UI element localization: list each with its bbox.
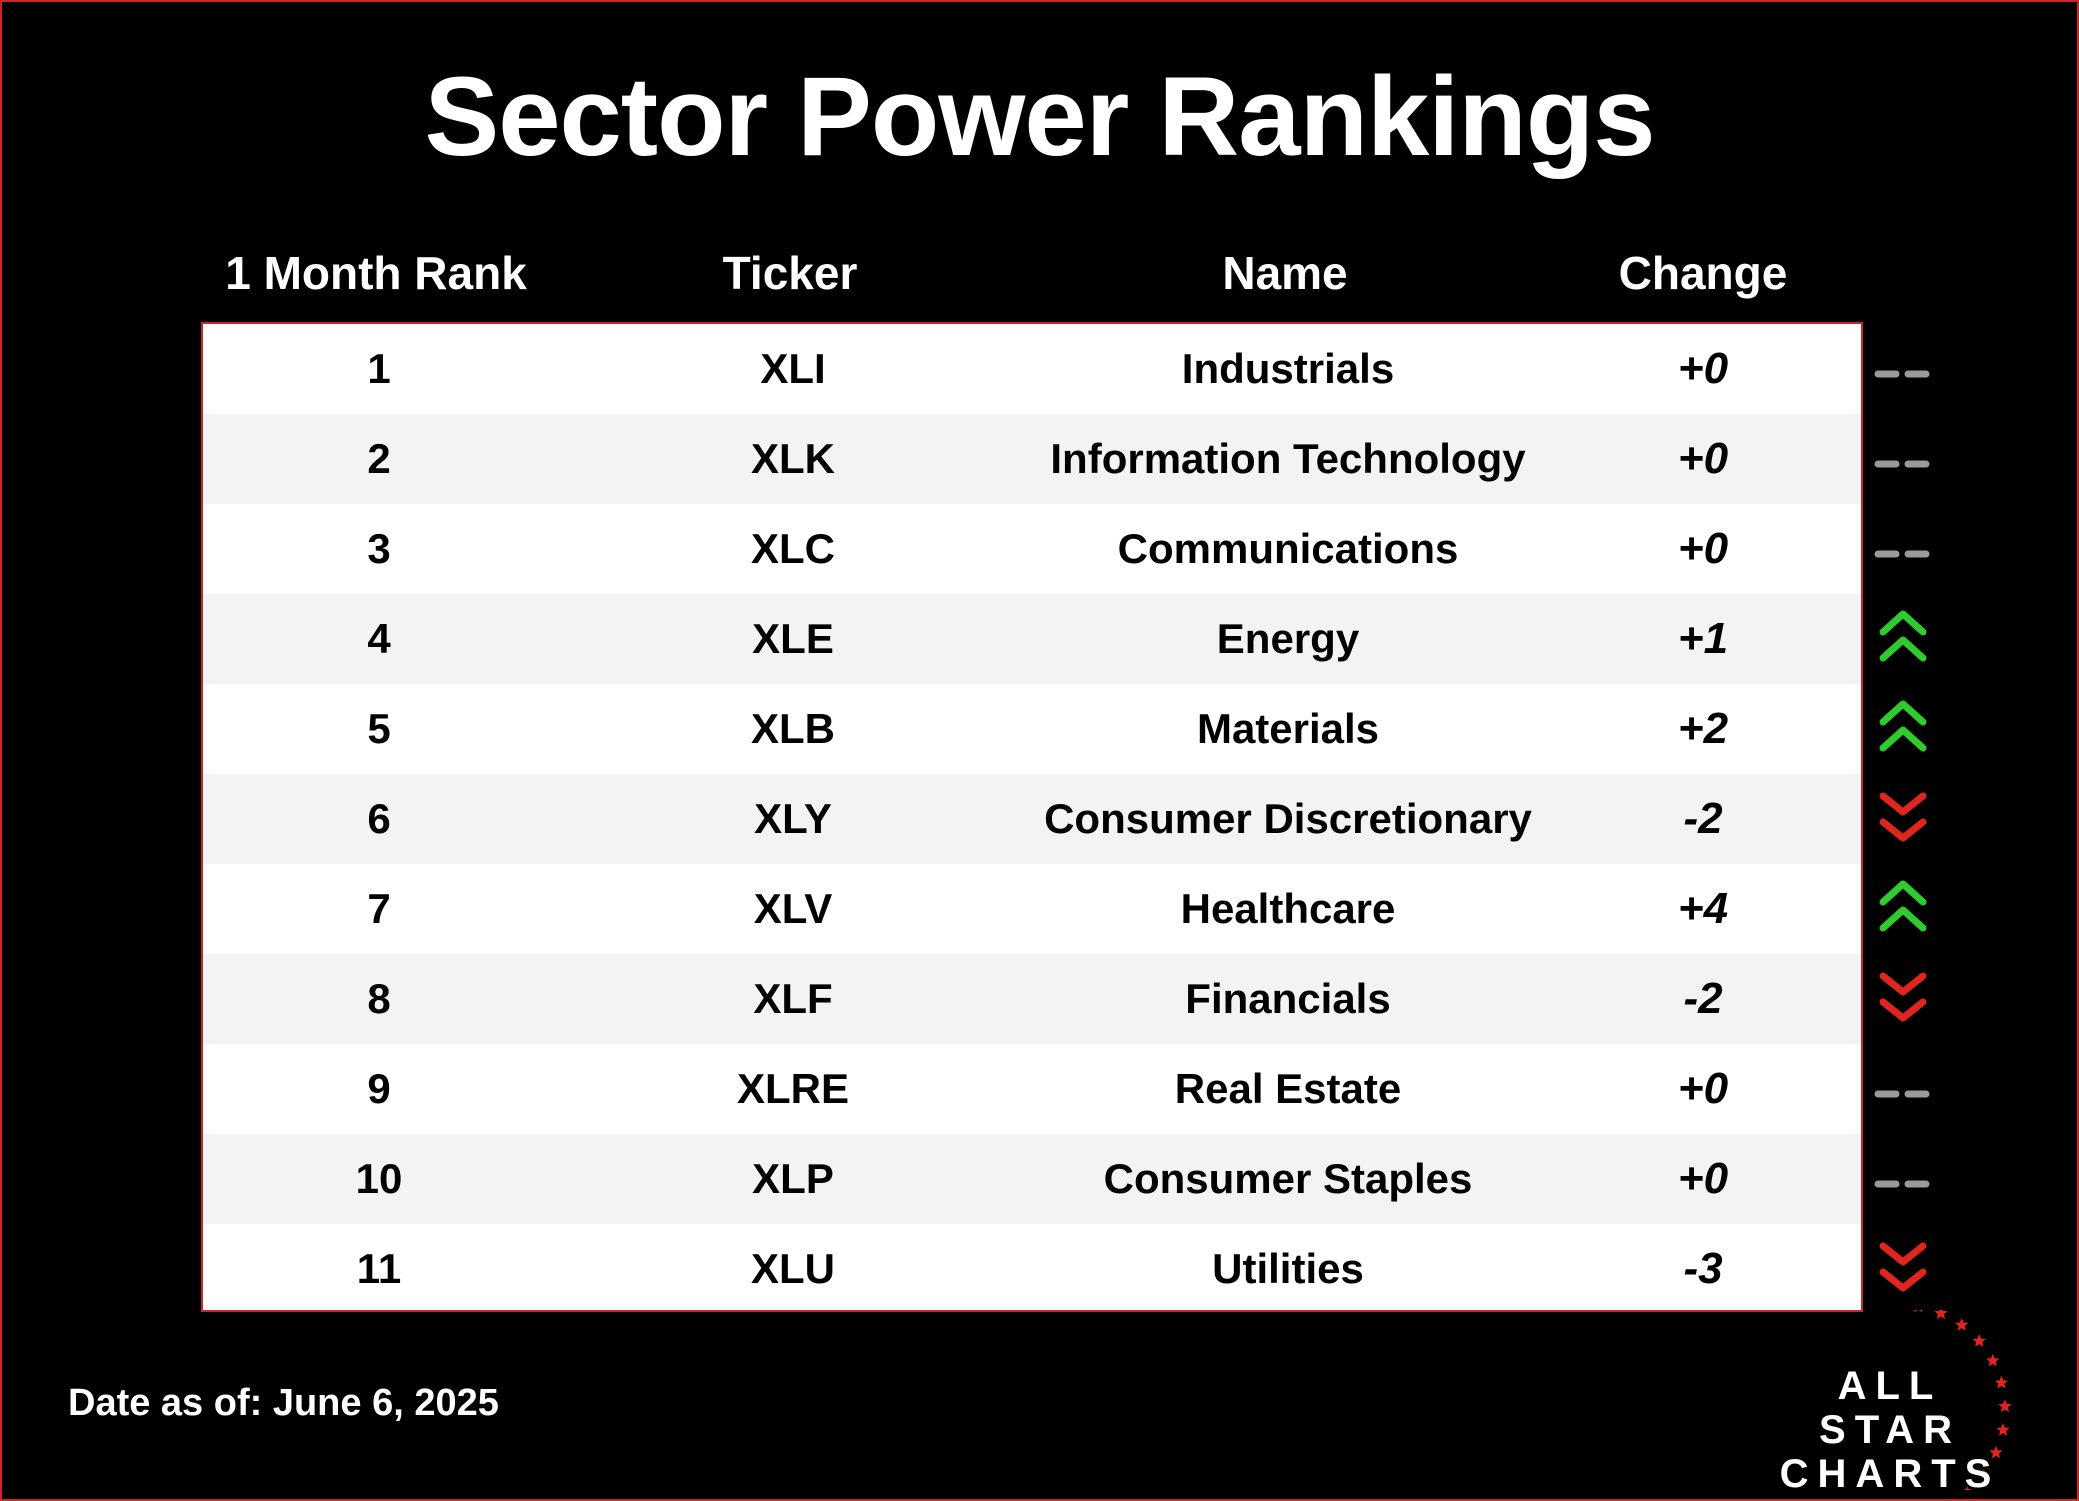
rank-cell: 4 <box>367 615 391 662</box>
rank-cell: 10 <box>355 1155 403 1202</box>
header-rank: 1 Month Rank <box>225 247 527 299</box>
header-change: Change <box>1618 247 1788 299</box>
date-label: Date as of: June 6, 2025 <box>68 1382 499 1424</box>
name-cell: Healthcare <box>1180 885 1396 932</box>
rank-cell: 3 <box>367 525 391 572</box>
double-dash-icon <box>1868 1134 1938 1224</box>
double-chevron-up-icon <box>1868 864 1938 954</box>
double-dash-icon <box>1868 414 1938 504</box>
table-row: 5 XLB Materials +2 <box>203 684 1861 774</box>
rankings-table: 1 XLI Industrials +0 2 XLK Information Technol… <box>201 322 1863 1312</box>
change-cell: +1 <box>1677 614 1729 663</box>
name-cell: Utilities <box>1212 1245 1364 1292</box>
table-row: 8 XLF Financials -2 <box>203 954 1861 1044</box>
name-cell: Real Estate <box>1174 1065 1402 1112</box>
ticker-cell: XLF <box>753 975 833 1022</box>
name-cell: Industrials <box>1181 345 1395 392</box>
ticker-cell: XLU <box>751 1245 835 1292</box>
double-chevron-down-icon <box>1868 774 1938 864</box>
double-dash-icon <box>1868 1044 1938 1134</box>
name-cell: Information Technology <box>1050 435 1526 482</box>
change-cell: +0 <box>1677 434 1729 483</box>
name-cell: Financials <box>1185 975 1391 1022</box>
rank-cell: 2 <box>367 435 391 482</box>
double-dash-icon <box>1868 504 1938 594</box>
change-cell: -2 <box>1683 794 1723 843</box>
page-title: Sector Power Rankings <box>424 54 1655 179</box>
ticker-cell: XLK <box>751 435 835 482</box>
table-row: 3 XLC Communications +0 <box>203 504 1861 594</box>
name-cell: Materials <box>1196 705 1380 752</box>
table-headers: 1 Month Rank Ticker Name Change <box>0 246 2079 306</box>
rank-cell: 9 <box>367 1065 391 1112</box>
double-chevron-up-icon <box>1868 594 1938 684</box>
double-chevron-down-icon <box>1868 1224 1938 1314</box>
change-cell: -3 <box>1683 1244 1723 1293</box>
ticker-cell: XLV <box>753 885 833 932</box>
header-name: Name <box>1222 247 1348 299</box>
rank-cell: 1 <box>367 345 391 392</box>
all-star-charts-logo <box>1914 1310 2012 1490</box>
table-row: 7 XLV Healthcare +4 <box>203 864 1861 954</box>
rank-cell: 11 <box>356 1245 402 1292</box>
rank-cell: 5 <box>367 705 391 752</box>
change-cell: +4 <box>1677 884 1729 933</box>
name-cell: Consumer Staples <box>1103 1155 1473 1202</box>
ticker-cell: XLB <box>751 705 835 752</box>
double-dash-icon <box>1868 324 1938 414</box>
change-cell: +0 <box>1677 1154 1729 1203</box>
rank-cell: 8 <box>367 975 391 1022</box>
double-chevron-down-icon <box>1868 954 1938 1044</box>
table-row: 4 XLE Energy +1 <box>203 594 1861 684</box>
name-cell: Communications <box>1117 525 1459 572</box>
ticker-cell: XLY <box>754 795 832 842</box>
ticker-cell: XLRE <box>736 1065 849 1112</box>
change-cell: +0 <box>1677 524 1729 573</box>
change-cell: +0 <box>1677 1064 1729 1113</box>
ticker-cell: XLE <box>752 615 834 662</box>
table-row: 9 XLRE Real Estate +0 <box>203 1044 1861 1134</box>
table-row: 10 XLP Consumer Staples +0 <box>203 1134 1861 1224</box>
ticker-cell: XLP <box>752 1155 834 1202</box>
logo-text: ALL STAR CHARTS <box>1760 1364 2020 1496</box>
change-cell: +0 <box>1677 344 1729 393</box>
rank-cell: 6 <box>367 795 391 842</box>
ticker-cell: XLI <box>760 345 826 392</box>
table-row: 6 XLY Consumer Discretionary -2 <box>203 774 1861 864</box>
name-cell: Energy <box>1216 615 1360 662</box>
ticker-cell: XLC <box>751 525 835 572</box>
logo-line2: CHARTS <box>1779 1452 2001 1496</box>
name-cell: Consumer Discretionary <box>1044 795 1532 842</box>
change-cell: -2 <box>1683 974 1723 1023</box>
table-row: 1 XLI Industrials +0 <box>203 324 1861 414</box>
logo-line1: ALL STAR <box>1819 1364 1961 1452</box>
table-row: 2 XLK Information Technology +0 <box>203 414 1861 504</box>
table-row: 11 XLU Utilities -3 <box>203 1224 1861 1314</box>
rank-cell: 7 <box>367 885 391 932</box>
header-ticker: Ticker <box>722 247 858 299</box>
double-chevron-up-icon <box>1868 684 1938 774</box>
change-cell: +2 <box>1677 704 1729 753</box>
